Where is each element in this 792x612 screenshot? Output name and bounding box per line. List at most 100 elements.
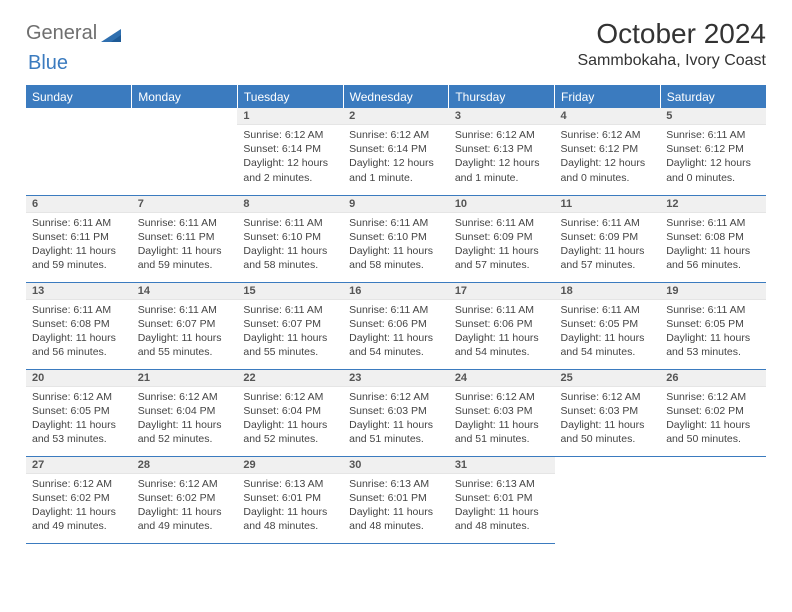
day-details: Sunrise: 6:11 AMSunset: 6:11 PMDaylight:… xyxy=(132,213,238,277)
calendar-cell: 30Sunrise: 6:13 AMSunset: 6:01 PMDayligh… xyxy=(343,456,449,543)
daylight-line: Daylight: 11 hours and 49 minutes. xyxy=(32,505,126,533)
weekday-header-row: Sunday Monday Tuesday Wednesday Thursday… xyxy=(26,86,766,109)
calendar-cell: 12Sunrise: 6:11 AMSunset: 6:08 PMDayligh… xyxy=(660,195,766,282)
day-details: Sunrise: 6:11 AMSunset: 6:08 PMDaylight:… xyxy=(26,300,132,364)
calendar-cell: 2Sunrise: 6:12 AMSunset: 6:14 PMDaylight… xyxy=(343,108,449,195)
daylight-line: Daylight: 11 hours and 57 minutes. xyxy=(455,244,549,272)
calendar-cell: 1Sunrise: 6:12 AMSunset: 6:14 PMDaylight… xyxy=(237,108,343,195)
calendar-body: 1Sunrise: 6:12 AMSunset: 6:14 PMDaylight… xyxy=(26,108,766,543)
day-details: Sunrise: 6:12 AMSunset: 6:13 PMDaylight:… xyxy=(449,125,555,189)
calendar-cell: 11Sunrise: 6:11 AMSunset: 6:09 PMDayligh… xyxy=(555,195,661,282)
daylight-line: Daylight: 12 hours and 0 minutes. xyxy=(561,156,655,184)
sunrise-line: Sunrise: 6:12 AM xyxy=(32,390,126,404)
day-details: Sunrise: 6:11 AMSunset: 6:05 PMDaylight:… xyxy=(555,300,661,364)
calendar-cell: 4Sunrise: 6:12 AMSunset: 6:12 PMDaylight… xyxy=(555,108,661,195)
calendar-row: 20Sunrise: 6:12 AMSunset: 6:05 PMDayligh… xyxy=(26,369,766,456)
day-number: 21 xyxy=(132,370,238,387)
daylight-line: Daylight: 11 hours and 50 minutes. xyxy=(666,418,760,446)
sunset-line: Sunset: 6:12 PM xyxy=(561,142,655,156)
day-number: 12 xyxy=(660,196,766,213)
calendar-row: 1Sunrise: 6:12 AMSunset: 6:14 PMDaylight… xyxy=(26,108,766,195)
calendar-cell: 7Sunrise: 6:11 AMSunset: 6:11 PMDaylight… xyxy=(132,195,238,282)
calendar-cell: 24Sunrise: 6:12 AMSunset: 6:03 PMDayligh… xyxy=(449,369,555,456)
calendar-cell: 13Sunrise: 6:11 AMSunset: 6:08 PMDayligh… xyxy=(26,282,132,369)
sunrise-line: Sunrise: 6:11 AM xyxy=(243,216,337,230)
day-number: 1 xyxy=(237,108,343,125)
daylight-line: Daylight: 12 hours and 0 minutes. xyxy=(666,156,760,184)
daylight-line: Daylight: 11 hours and 58 minutes. xyxy=(243,244,337,272)
sunset-line: Sunset: 6:10 PM xyxy=(243,230,337,244)
day-number: 9 xyxy=(343,196,449,213)
weekday-saturday: Saturday xyxy=(660,86,766,109)
sunrise-line: Sunrise: 6:12 AM xyxy=(666,390,760,404)
location: Sammbokaha, Ivory Coast xyxy=(577,52,766,70)
calendar-cell: 25Sunrise: 6:12 AMSunset: 6:03 PMDayligh… xyxy=(555,369,661,456)
daylight-line: Daylight: 11 hours and 52 minutes. xyxy=(243,418,337,446)
sunrise-line: Sunrise: 6:12 AM xyxy=(138,477,232,491)
sunset-line: Sunset: 6:02 PM xyxy=(138,491,232,505)
daylight-line: Daylight: 11 hours and 57 minutes. xyxy=(561,244,655,272)
sunrise-line: Sunrise: 6:12 AM xyxy=(455,128,549,142)
sunset-line: Sunset: 6:08 PM xyxy=(666,230,760,244)
calendar-cell: 26Sunrise: 6:12 AMSunset: 6:02 PMDayligh… xyxy=(660,369,766,456)
day-number: 6 xyxy=(26,196,132,213)
calendar-cell xyxy=(660,456,766,543)
day-details: Sunrise: 6:12 AMSunset: 6:12 PMDaylight:… xyxy=(555,125,661,189)
sunrise-line: Sunrise: 6:11 AM xyxy=(349,303,443,317)
day-number: 5 xyxy=(660,108,766,125)
sunset-line: Sunset: 6:05 PM xyxy=(32,404,126,418)
daylight-line: Daylight: 11 hours and 56 minutes. xyxy=(32,331,126,359)
sunset-line: Sunset: 6:12 PM xyxy=(666,142,760,156)
logo-triangle-icon xyxy=(101,27,123,43)
sunrise-line: Sunrise: 6:11 AM xyxy=(32,303,126,317)
day-details: Sunrise: 6:11 AMSunset: 6:11 PMDaylight:… xyxy=(26,213,132,277)
daylight-line: Daylight: 11 hours and 54 minutes. xyxy=(455,331,549,359)
day-number: 29 xyxy=(237,457,343,474)
daylight-line: Daylight: 11 hours and 58 minutes. xyxy=(349,244,443,272)
sunrise-line: Sunrise: 6:12 AM xyxy=(138,390,232,404)
sunrise-line: Sunrise: 6:11 AM xyxy=(666,128,760,142)
daylight-line: Daylight: 12 hours and 1 minute. xyxy=(455,156,549,184)
sunrise-line: Sunrise: 6:12 AM xyxy=(32,477,126,491)
day-number: 3 xyxy=(449,108,555,125)
day-number: 17 xyxy=(449,283,555,300)
sunrise-line: Sunrise: 6:13 AM xyxy=(243,477,337,491)
daylight-line: Daylight: 12 hours and 1 minute. xyxy=(349,156,443,184)
sunrise-line: Sunrise: 6:12 AM xyxy=(561,390,655,404)
daylight-line: Daylight: 11 hours and 48 minutes. xyxy=(349,505,443,533)
day-details: Sunrise: 6:12 AMSunset: 6:03 PMDaylight:… xyxy=(343,387,449,451)
sunset-line: Sunset: 6:09 PM xyxy=(455,230,549,244)
daylight-line: Daylight: 11 hours and 54 minutes. xyxy=(349,331,443,359)
sunrise-line: Sunrise: 6:11 AM xyxy=(32,216,126,230)
weekday-thursday: Thursday xyxy=(449,86,555,109)
daylight-line: Daylight: 11 hours and 50 minutes. xyxy=(561,418,655,446)
day-details: Sunrise: 6:11 AMSunset: 6:06 PMDaylight:… xyxy=(449,300,555,364)
day-number: 22 xyxy=(237,370,343,387)
weekday-sunday: Sunday xyxy=(26,86,132,109)
calendar-cell: 8Sunrise: 6:11 AMSunset: 6:10 PMDaylight… xyxy=(237,195,343,282)
weekday-tuesday: Tuesday xyxy=(237,86,343,109)
calendar-cell: 10Sunrise: 6:11 AMSunset: 6:09 PMDayligh… xyxy=(449,195,555,282)
calendar-cell: 31Sunrise: 6:13 AMSunset: 6:01 PMDayligh… xyxy=(449,456,555,543)
day-details: Sunrise: 6:12 AMSunset: 6:05 PMDaylight:… xyxy=(26,387,132,451)
sunset-line: Sunset: 6:10 PM xyxy=(349,230,443,244)
day-number: 4 xyxy=(555,108,661,125)
calendar-cell xyxy=(555,456,661,543)
sunset-line: Sunset: 6:05 PM xyxy=(561,317,655,331)
daylight-line: Daylight: 11 hours and 53 minutes. xyxy=(32,418,126,446)
day-number: 24 xyxy=(449,370,555,387)
sunset-line: Sunset: 6:07 PM xyxy=(243,317,337,331)
day-details: Sunrise: 6:11 AMSunset: 6:10 PMDaylight:… xyxy=(343,213,449,277)
weekday-monday: Monday xyxy=(132,86,238,109)
day-details: Sunrise: 6:11 AMSunset: 6:07 PMDaylight:… xyxy=(237,300,343,364)
day-details: Sunrise: 6:12 AMSunset: 6:14 PMDaylight:… xyxy=(343,125,449,189)
calendar-cell: 5 Sunrise: 6:11 AMSunset: 6:12 PMDaylight… xyxy=(660,108,766,195)
daylight-line: Daylight: 11 hours and 49 minutes. xyxy=(138,505,232,533)
day-details: Sunrise: 6:12 AMSunset: 6:03 PMDaylight:… xyxy=(555,387,661,451)
sunset-line: Sunset: 6:04 PM xyxy=(243,404,337,418)
weekday-wednesday: Wednesday xyxy=(343,86,449,109)
day-number: 20 xyxy=(26,370,132,387)
calendar-cell: 29Sunrise: 6:13 AMSunset: 6:01 PMDayligh… xyxy=(237,456,343,543)
sunrise-line: Sunrise: 6:11 AM xyxy=(138,303,232,317)
sunrise-line: Sunrise: 6:12 AM xyxy=(349,128,443,142)
